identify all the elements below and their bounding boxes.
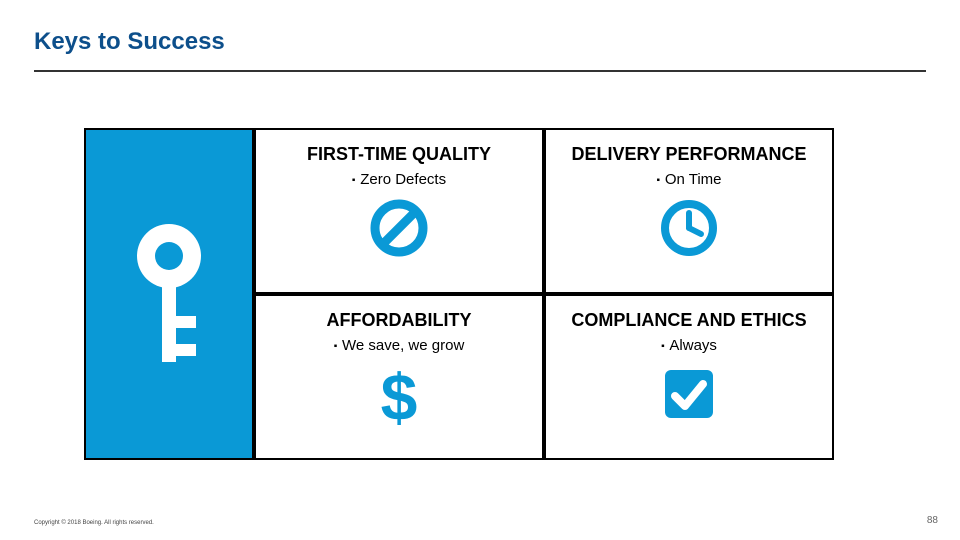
key-icon [124,214,214,374]
footer-copyright: Copyright © 2018 Boeing. All rights rese… [34,520,154,526]
clock-icon [659,198,719,258]
footer-page-number: 88 [927,515,938,526]
cell-bullet: We save, we grow [256,337,542,354]
keys-grid: FIRST-TIME QUALITY Zero Defects DELIVERY… [254,128,834,460]
cell-heading: DELIVERY PERFORMANCE [546,144,832,165]
content-area: FIRST-TIME QUALITY Zero Defects DELIVERY… [84,128,834,460]
cell-compliance-ethics: COMPLIANCE AND ETHICS Always [544,294,834,460]
checkbox-icon [659,364,719,424]
cell-bullet: Always [546,337,832,354]
cell-affordability: AFFORDABILITY We save, we grow $ [254,294,544,460]
cell-delivery-performance: DELIVERY PERFORMANCE On Time [544,128,834,294]
title-divider [34,70,926,72]
cell-first-time-quality: FIRST-TIME QUALITY Zero Defects [254,128,544,294]
slide: Keys to Success FIRST-TIME QUALITY Zero … [0,0,960,540]
cell-heading: COMPLIANCE AND ETHICS [546,310,832,331]
cell-bullet: Zero Defects [256,171,542,188]
cell-bullet: On Time [546,171,832,188]
svg-text:$: $ [381,364,418,434]
no-entry-icon [369,198,429,258]
dollar-icon: $ [369,364,429,434]
key-column [84,128,254,460]
cell-heading: AFFORDABILITY [256,310,542,331]
cell-heading: FIRST-TIME QUALITY [256,144,542,165]
slide-title: Keys to Success [34,28,926,56]
